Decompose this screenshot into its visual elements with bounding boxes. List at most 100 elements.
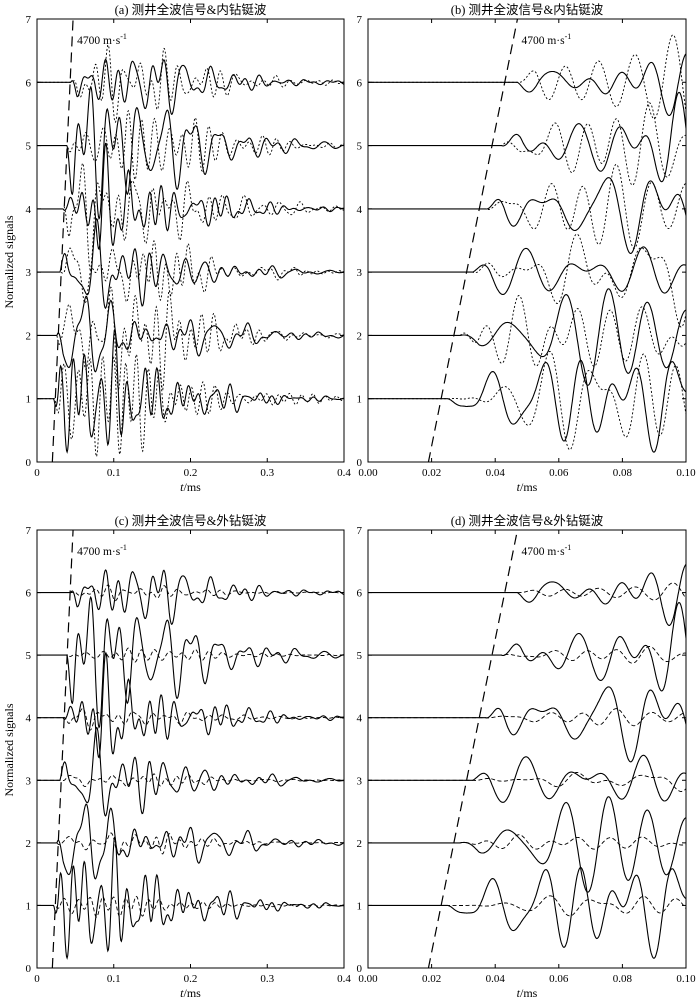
x-tick-label: 0.00 bbox=[358, 973, 378, 985]
y-tick-label: 7 bbox=[26, 525, 32, 537]
y-tick-label: 3 bbox=[26, 267, 32, 279]
y-tick-label: 4 bbox=[26, 204, 32, 216]
y-tick-label: 0 bbox=[26, 457, 32, 469]
x-tick-label: 0 bbox=[34, 973, 40, 985]
full-wave-trace bbox=[368, 53, 686, 117]
x-tick-label: 0.04 bbox=[486, 973, 506, 985]
collar-wave-trace bbox=[37, 286, 344, 391]
y-axis-label-top: Normalized signals bbox=[2, 215, 16, 308]
x-tick-label: 0.3 bbox=[260, 973, 274, 985]
moveout-line bbox=[51, 19, 74, 462]
y-tick-label: 0 bbox=[26, 963, 32, 975]
panel-b: (b) 测井全波信号&内钻铤波 0.00 0.02 0.04 0.06 0.08 0.10 0… bbox=[357, 2, 697, 494]
x-tick-label: 0.08 bbox=[613, 467, 633, 479]
x-tick-label: 0.2 bbox=[184, 467, 198, 479]
y-tick-label: 3 bbox=[26, 775, 32, 787]
y-tick-label: 6 bbox=[26, 77, 32, 89]
y-tick-label: 0 bbox=[357, 457, 363, 469]
moveout-line bbox=[51, 530, 74, 968]
y-tick-label: 7 bbox=[26, 14, 32, 26]
full-wave-trace bbox=[368, 602, 686, 692]
x-tick-label: 0 bbox=[34, 467, 40, 479]
x-tick-label: 0.1 bbox=[107, 973, 121, 985]
full-wave-trace bbox=[368, 866, 686, 959]
x-axis-label: t/ms bbox=[180, 986, 201, 1000]
full-wave-trace bbox=[37, 85, 344, 221]
full-wave-trace bbox=[37, 58, 344, 115]
x-tick-label: 0.00 bbox=[358, 467, 378, 479]
collar-wave-trace bbox=[37, 110, 344, 181]
plot-frame bbox=[367, 529, 687, 969]
collar-wave-trace bbox=[37, 773, 344, 788]
x-tick-label: 0.04 bbox=[486, 467, 506, 479]
collar-wave-trace bbox=[37, 240, 344, 304]
panel-title: (c) 测井全波信号&外钻铤波 bbox=[115, 513, 267, 528]
x-tick-label: 0.02 bbox=[422, 973, 441, 985]
y-tick-label: 2 bbox=[26, 838, 32, 850]
y-tick-label: 4 bbox=[357, 204, 363, 216]
y-tick-label: 3 bbox=[357, 267, 363, 279]
y-tick-label: 2 bbox=[357, 838, 363, 850]
panel-d: (d) 测井全波信号&外钻铤波 0.00 0.02 0.04 0.06 0.08 0.10 0… bbox=[357, 513, 697, 1000]
x-tick-label: 0.4 bbox=[337, 467, 351, 479]
y-tick-label: 3 bbox=[357, 775, 363, 787]
moveout-line bbox=[427, 19, 519, 462]
full-wave-trace bbox=[368, 686, 686, 763]
panel-title: (b) 测井全波信号&内钻铤波 bbox=[451, 2, 604, 17]
y-tick-label: 4 bbox=[26, 713, 32, 725]
full-wave-trace bbox=[368, 91, 686, 183]
full-wave-trace bbox=[37, 569, 344, 626]
full-wave-trace bbox=[368, 796, 686, 893]
y-tick-label: 1 bbox=[357, 900, 363, 912]
collar-wave-trace bbox=[37, 162, 344, 271]
panel-c: (c) 测井全波信号&外钻铤波 0 0.1 0.2 0.3 0.4 0 1 2 3 4 5 6 7 t/ms… bbox=[26, 513, 352, 1000]
y-tick-label: 6 bbox=[26, 588, 32, 600]
y-tick-label: 5 bbox=[357, 141, 363, 153]
x-tick-label: 0.4 bbox=[337, 973, 351, 985]
full-wave-trace bbox=[37, 595, 344, 729]
full-wave-trace bbox=[37, 217, 344, 310]
full-wave-trace bbox=[37, 652, 344, 759]
full-wave-trace bbox=[37, 726, 344, 817]
collar-wave-trace bbox=[37, 895, 344, 918]
x-tick-label: 0.08 bbox=[613, 973, 633, 985]
x-tick-label: 0.10 bbox=[676, 467, 696, 479]
panel-title: (a) 测井全波信号&内钻铤波 bbox=[115, 2, 267, 17]
x-axis-label: t/ms bbox=[180, 480, 201, 494]
plot-frame bbox=[367, 18, 687, 463]
x-tick-label: 0.02 bbox=[422, 467, 441, 479]
full-wave-trace bbox=[37, 835, 344, 960]
y-tick-label: 2 bbox=[26, 330, 32, 342]
velocity-annotation: 4700 m·s-1 bbox=[77, 543, 127, 558]
x-tick-label: 0.1 bbox=[107, 467, 121, 479]
full-wave-trace bbox=[368, 177, 686, 254]
y-tick-label: 7 bbox=[357, 14, 363, 26]
full-wave-trace bbox=[37, 142, 344, 251]
y-tick-label: 1 bbox=[357, 394, 363, 406]
full-wave-trace bbox=[37, 803, 344, 880]
y-axis-label-bottom: Normalized signals bbox=[2, 703, 16, 796]
full-wave-trace bbox=[368, 246, 686, 295]
velocity-annotation: 4700 m·s-1 bbox=[77, 32, 127, 47]
velocity-annotation: 4700 m·s-1 bbox=[521, 32, 571, 47]
y-tick-label: 6 bbox=[357, 588, 363, 600]
x-tick-label: 0.06 bbox=[549, 973, 569, 985]
full-wave-trace bbox=[368, 754, 686, 803]
collar-wave-trace bbox=[37, 832, 344, 855]
full-wave-trace bbox=[37, 295, 344, 373]
collar-wave-trace bbox=[37, 647, 344, 663]
y-tick-label: 5 bbox=[26, 650, 32, 662]
full-wave-trace bbox=[368, 288, 686, 386]
x-axis-label: t/ms bbox=[517, 480, 538, 494]
y-tick-label: 1 bbox=[26, 394, 32, 406]
panel-a: (a) 测井全波信号&内钻铤波 0 0.1 0.2 0.3 0.4 0 1 2 3 4 5 6 7 t/ms… bbox=[26, 2, 352, 494]
x-tick-label: 0.10 bbox=[676, 973, 696, 985]
full-wave-trace bbox=[37, 327, 344, 454]
y-tick-label: 5 bbox=[26, 141, 32, 153]
collar-wave-trace bbox=[37, 44, 344, 123]
full-wave-trace bbox=[368, 564, 686, 626]
panel-title: (d) 测井全波信号&外钻铤波 bbox=[451, 513, 604, 528]
y-tick-label: 5 bbox=[357, 650, 363, 662]
y-tick-label: 2 bbox=[357, 330, 363, 342]
